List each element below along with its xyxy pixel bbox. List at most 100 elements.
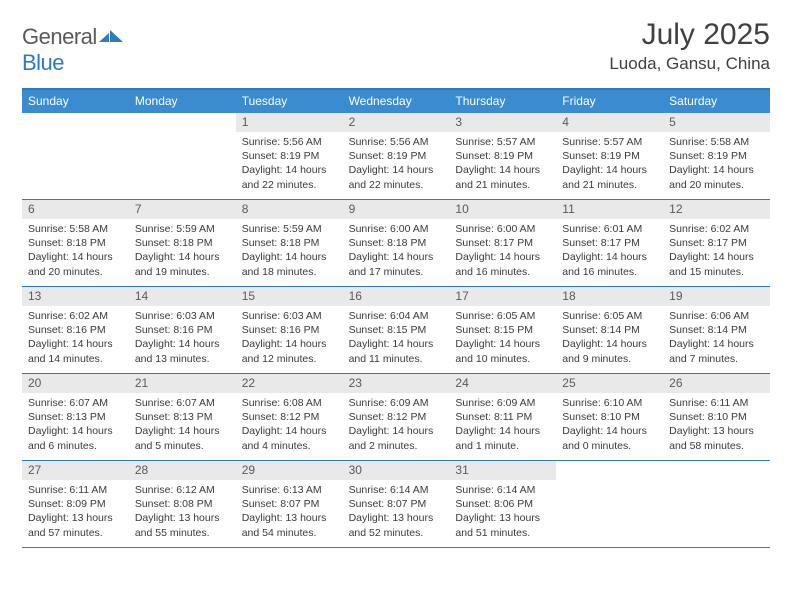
day-number: 9 — [343, 200, 450, 219]
day-line: and 21 minutes. — [455, 178, 550, 192]
day-number: 18 — [556, 287, 663, 306]
day-line: and 2 minutes. — [349, 439, 444, 453]
day-line: and 20 minutes. — [669, 178, 764, 192]
day-body: Sunrise: 6:00 AMSunset: 8:17 PMDaylight:… — [449, 219, 556, 283]
day-line: and 54 minutes. — [242, 526, 337, 540]
day-line: Sunrise: 6:12 AM — [135, 483, 230, 497]
day-line: and 1 minute. — [455, 439, 550, 453]
day-line: Sunset: 8:12 PM — [349, 410, 444, 424]
day-line: Sunrise: 6:02 AM — [28, 309, 123, 323]
day-number: 29 — [236, 461, 343, 480]
day-cell: 12Sunrise: 6:02 AMSunset: 8:17 PMDayligh… — [663, 200, 770, 286]
day-body: Sunrise: 5:56 AMSunset: 8:19 PMDaylight:… — [343, 132, 450, 196]
day-body: Sunrise: 6:12 AMSunset: 8:08 PMDaylight:… — [129, 480, 236, 544]
day-line: Sunrise: 6:07 AM — [135, 396, 230, 410]
day-number: 5 — [663, 113, 770, 132]
day-line: Sunrise: 6:11 AM — [669, 396, 764, 410]
day-line: Sunset: 8:19 PM — [242, 149, 337, 163]
day-line: Sunrise: 5:59 AM — [135, 222, 230, 236]
day-cell: 6Sunrise: 5:58 AMSunset: 8:18 PMDaylight… — [22, 200, 129, 286]
day-line: Daylight: 14 hours — [562, 163, 657, 177]
logo-text-part2: Blue — [22, 50, 64, 75]
day-line: Sunrise: 6:03 AM — [135, 309, 230, 323]
logo-text-part1: General — [22, 24, 97, 49]
day-number: 21 — [129, 374, 236, 393]
dow-header: Friday — [556, 90, 663, 113]
week-row: 13Sunrise: 6:02 AMSunset: 8:16 PMDayligh… — [22, 287, 770, 374]
day-number: 3 — [449, 113, 556, 132]
day-number: 15 — [236, 287, 343, 306]
day-line: Sunset: 8:12 PM — [242, 410, 337, 424]
day-number: 27 — [22, 461, 129, 480]
day-line: Sunset: 8:06 PM — [455, 497, 550, 511]
day-line: Sunrise: 6:14 AM — [349, 483, 444, 497]
day-cell: 17Sunrise: 6:05 AMSunset: 8:15 PMDayligh… — [449, 287, 556, 373]
day-number: 4 — [556, 113, 663, 132]
day-line: Sunset: 8:17 PM — [455, 236, 550, 250]
day-line: Daylight: 14 hours — [28, 337, 123, 351]
day-cell: 9Sunrise: 6:00 AMSunset: 8:18 PMDaylight… — [343, 200, 450, 286]
day-cell: 20Sunrise: 6:07 AMSunset: 8:13 PMDayligh… — [22, 374, 129, 460]
day-number: 12 — [663, 200, 770, 219]
day-line: Sunrise: 6:02 AM — [669, 222, 764, 236]
day-line: Sunset: 8:16 PM — [28, 323, 123, 337]
day-number: 20 — [22, 374, 129, 393]
day-body: Sunrise: 6:09 AMSunset: 8:12 PMDaylight:… — [343, 393, 450, 457]
day-cell: 13 Sunrise: 6:02 AMSunset: 8:16 PMDayligh… — [22, 287, 129, 373]
day-body: Sunrise: 5:58 AMSunset: 8:19 PMDaylight:… — [663, 132, 770, 196]
day-line: Daylight: 14 hours — [242, 250, 337, 264]
day-body: Sunrise: 6:14 AMSunset: 8:07 PMDaylight:… — [343, 480, 450, 544]
day-body: Sunrise: 5:58 AMSunset: 8:18 PMDaylight:… — [22, 219, 129, 283]
location: Luoda, Gansu, China — [609, 54, 770, 74]
day-line: Sunrise: 6:05 AM — [455, 309, 550, 323]
day-line: and 16 minutes. — [562, 265, 657, 279]
day-line: and 57 minutes. — [28, 526, 123, 540]
day-number: 17 — [449, 287, 556, 306]
day-body: Sunrise: 6:08 AMSunset: 8:12 PMDaylight:… — [236, 393, 343, 457]
day-line: and 18 minutes. — [242, 265, 337, 279]
day-line: Daylight: 13 hours — [28, 511, 123, 525]
day-line: Sunset: 8:18 PM — [28, 236, 123, 250]
day-line: Sunset: 8:11 PM — [455, 410, 550, 424]
day-line: and 17 minutes. — [349, 265, 444, 279]
week-row: 1Sunrise: 5:56 AMSunset: 8:19 PMDaylight… — [22, 113, 770, 200]
day-body: Sunrise: 6:00 AMSunset: 8:18 PMDaylight:… — [343, 219, 450, 283]
day-cell: 16Sunrise: 6:04 AMSunset: 8:15 PMDayligh… — [343, 287, 450, 373]
day-number: 25 — [556, 374, 663, 393]
week-row: 20Sunrise: 6:07 AMSunset: 8:13 PMDayligh… — [22, 374, 770, 461]
day-body: Sunrise: 5:59 AMSunset: 8:18 PMDaylight:… — [236, 219, 343, 283]
day-body: Sunrise: 6:11 AMSunset: 8:10 PMDaylight:… — [663, 393, 770, 457]
day-cell: 18Sunrise: 6:05 AMSunset: 8:14 PMDayligh… — [556, 287, 663, 373]
day-line: Sunrise: 6:06 AM — [669, 309, 764, 323]
day-line: Sunset: 8:17 PM — [669, 236, 764, 250]
day-number: 8 — [236, 200, 343, 219]
day-cell: 5Sunrise: 5:58 AMSunset: 8:19 PMDaylight… — [663, 113, 770, 199]
day-line: Daylight: 14 hours — [562, 250, 657, 264]
day-line: and 13 minutes. — [135, 352, 230, 366]
dow-header: Wednesday — [343, 90, 450, 113]
day-number: 30 — [343, 461, 450, 480]
day-line: Daylight: 14 hours — [242, 337, 337, 351]
day-number: 26 — [663, 374, 770, 393]
day-number: 22 — [236, 374, 343, 393]
logo: GeneralBlue — [22, 18, 123, 76]
day-line: Sunset: 8:18 PM — [135, 236, 230, 250]
day-cell: 11Sunrise: 6:01 AMSunset: 8:17 PMDayligh… — [556, 200, 663, 286]
day-cell: 7Sunrise: 5:59 AMSunset: 8:18 PMDaylight… — [129, 200, 236, 286]
day-body: Sunrise: 5:57 AMSunset: 8:19 PMDaylight:… — [556, 132, 663, 196]
header: GeneralBlue July 2025 Luoda, Gansu, Chin… — [22, 18, 770, 76]
day-cell: 15Sunrise: 6:03 AMSunset: 8:16 PMDayligh… — [236, 287, 343, 373]
day-cell: 30Sunrise: 6:14 AMSunset: 8:07 PMDayligh… — [343, 461, 450, 547]
day-body: Sunrise: 6:05 AMSunset: 8:15 PMDaylight:… — [449, 306, 556, 370]
day-line: Sunrise: 6:09 AM — [455, 396, 550, 410]
day-line: Daylight: 14 hours — [455, 163, 550, 177]
day-body: Sunrise: 6:09 AMSunset: 8:11 PMDaylight:… — [449, 393, 556, 457]
day-body: Sunrise: 6:07 AMSunset: 8:13 PMDaylight:… — [22, 393, 129, 457]
day-line: Sunrise: 6:08 AM — [242, 396, 337, 410]
day-number: 13 — [22, 287, 129, 306]
day-cell: 28Sunrise: 6:12 AMSunset: 8:08 PMDayligh… — [129, 461, 236, 547]
week-row: 6Sunrise: 5:58 AMSunset: 8:18 PMDaylight… — [22, 200, 770, 287]
dow-header: Tuesday — [236, 90, 343, 113]
day-body: Sunrise: 6:06 AMSunset: 8:14 PMDaylight:… — [663, 306, 770, 370]
day-line: Daylight: 13 hours — [455, 511, 550, 525]
